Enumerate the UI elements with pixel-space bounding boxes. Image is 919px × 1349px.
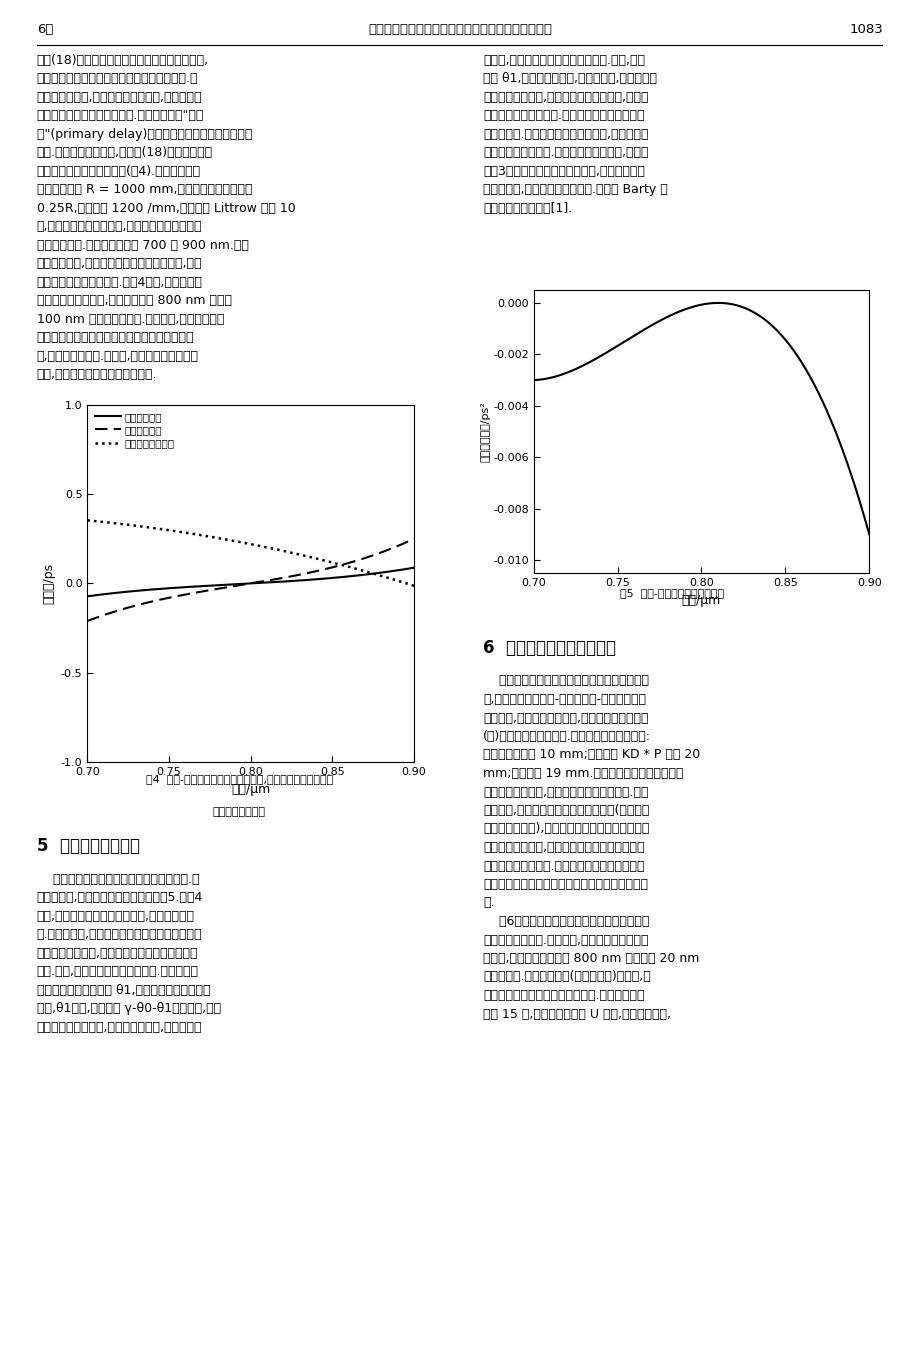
X-axis label: 波长/μm: 波长/μm — [231, 782, 270, 796]
位相修正因子误差 — [82, 513, 93, 529]
主群延迟误差 — [400, 534, 411, 550]
主群延迟误差 — [349, 553, 360, 569]
Text: 让我们来评价展宽器造成的系统群延色散.仍
取上述例子,画出系统的净群延色散如图5.与图4
相似,净色散只在中心波长处为零,并且范围非常
小.这告诉我们,标准的展: 让我们来评价展宽器造成的系统群延色散.仍 取上述例子,画出系统的净群延色散如图5… — [37, 873, 221, 1033]
Text: 5  展宽器的群延色散: 5 展宽器的群延色散 — [37, 836, 140, 855]
Text: 正因子误差的比较: 正因子误差的比较 — [212, 807, 266, 816]
Y-axis label: 净群延迟色散/ps²: 净群延迟色散/ps² — [480, 401, 490, 463]
位相修正因子误差 — [237, 534, 248, 550]
Line: 主群延迟误差: 主群延迟误差 — [87, 538, 414, 621]
位相修正因子误差 — [239, 534, 250, 550]
Text: 6期: 6期 — [37, 23, 53, 36]
总群延迟误差 — [349, 568, 360, 584]
Line: 位相修正因子误差: 位相修正因子误差 — [87, 521, 414, 585]
总群延迟误差 — [276, 573, 287, 590]
位相修正因子误差 — [349, 560, 360, 576]
Text: 显然(18)式中的第一项是占主要地位的时间延迟,
第二项与第三项在无像差系统中应该互相抵消.然
而在像差系统中,这两项不能完全抵消,而且像差引
起的位相差也隐含: 显然(18)式中的第一项是占主要地位的时间延迟, 第二项与第三项在无像差系统中应… — [37, 54, 295, 382]
位相修正因子误差 — [408, 577, 419, 594]
总群延迟误差 — [82, 588, 93, 604]
Text: 图4  展宽-压缩系统的总群延时间误差,主群延误差和位相修正: 图4 展宽-压缩系统的总群延时间误差,主群延误差和位相修正 — [145, 774, 333, 784]
X-axis label: 波长/μm: 波长/μm — [681, 594, 720, 607]
Text: 图5  展宽-压缩系统的总群延色散: 图5 展宽-压缩系统的总群延色散 — [618, 588, 723, 598]
主群延迟误差 — [82, 612, 93, 629]
位相修正因子误差 — [276, 542, 287, 558]
Text: 差也小,所以在短波长方向净误差较小.反之,对于
负的 θ1,随着波长的增加,衍射角变大,同时球面镜
的像差也随之增加,因而非线性程度也增加,所以净
误差在长波长: 差也小,所以在短波长方向净误差较小.反之,对于 负的 θ1,随着波长的增加,衍射… — [482, 54, 667, 214]
Text: 1083: 1083 — [848, 23, 882, 36]
Text: 6  放大系统色散计算和评价: 6 放大系统色散计算和评价 — [482, 638, 616, 657]
Legend: 总群延迟误差, 主群延迟误差, 位相修正因子误差: 总群延迟误差, 主群延迟误差, 位相修正因子误差 — [93, 410, 176, 451]
位相修正因子误差 — [258, 538, 269, 554]
Text: 为了演示展宽器公式在优化放大系统方面的作
用,以一个标准的展宽-再生放大器-压缩器组成的
系统为例,计算系统的总位相,并由其评价系统的总
(净)群延时间和群延色: 为了演示展宽器公式在优化放大系统方面的作 用,以一个标准的展宽-再生放大器-压缩… — [482, 674, 699, 1020]
主群延迟误差 — [258, 573, 269, 590]
主群延迟误差 — [239, 576, 250, 592]
总群延迟误差 — [408, 560, 419, 576]
总群延迟误差 — [258, 575, 269, 591]
主群延迟误差 — [237, 576, 248, 592]
Text: 张志刚等：飞秒脉冲放大器中色散的计算和评价方法: 张志刚等：飞秒脉冲放大器中色散的计算和评价方法 — [368, 23, 551, 36]
主群延迟误差 — [276, 571, 287, 587]
主群延迟误差 — [408, 530, 419, 546]
Y-axis label: 群延迟/ps: 群延迟/ps — [42, 563, 55, 604]
Line: 总群延迟误差: 总群延迟误差 — [87, 568, 414, 596]
总群延迟误差 — [400, 561, 411, 577]
总群延迟误差 — [237, 576, 248, 592]
总群延迟误差 — [239, 576, 250, 592]
位相修正因子误差 — [400, 575, 411, 591]
